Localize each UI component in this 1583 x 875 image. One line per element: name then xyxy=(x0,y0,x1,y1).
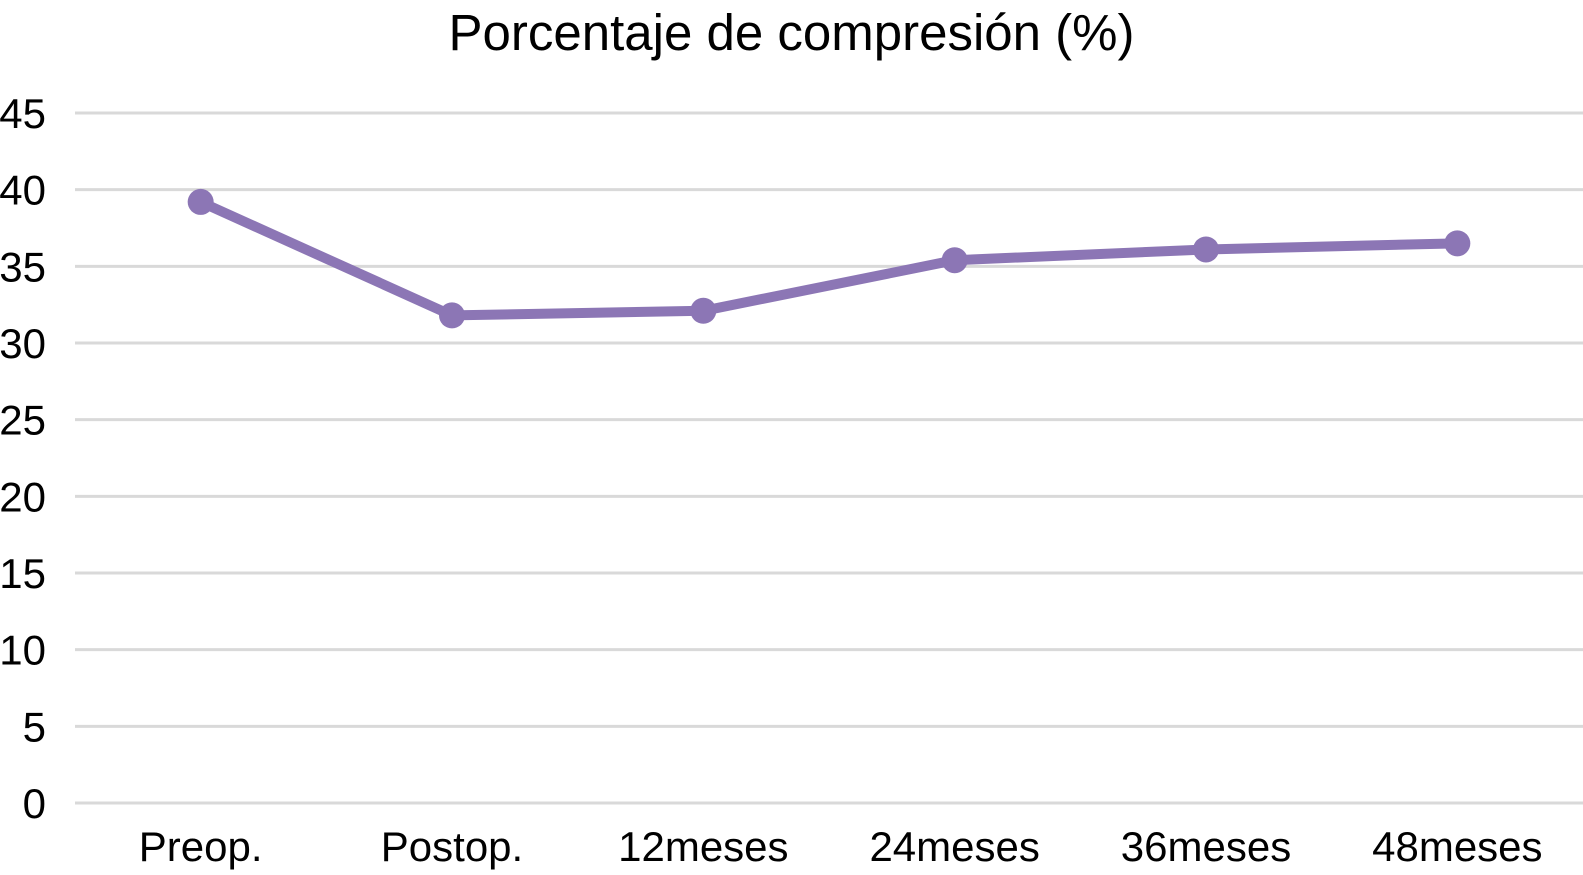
chart-title: Porcentaje de compresión (%) xyxy=(448,4,1135,61)
x-axis-category-label: 12meses xyxy=(618,823,788,870)
y-axis-tick-label: 5 xyxy=(23,703,46,750)
data-point xyxy=(1193,236,1219,263)
x-axis-category-label: 36meses xyxy=(1121,823,1291,870)
data-point xyxy=(439,302,465,329)
x-axis-category-label: 48meses xyxy=(1372,823,1542,870)
y-axis-tick-label: 25 xyxy=(0,397,46,444)
y-axis-tick-label: 45 xyxy=(0,90,46,137)
y-axis-tick-label: 10 xyxy=(0,627,46,674)
data-point xyxy=(187,188,214,215)
data-point xyxy=(941,247,968,274)
y-axis-tick-label: 15 xyxy=(0,550,46,597)
y-axis-tick-label: 40 xyxy=(0,167,46,214)
y-axis-tick-label: 0 xyxy=(23,780,46,827)
data-point xyxy=(690,297,717,324)
y-axis-tick-label: 20 xyxy=(0,473,46,520)
y-axis-tick-label: 30 xyxy=(0,320,46,367)
y-axis-tick-label: 35 xyxy=(0,243,46,290)
x-axis-category-label: Postop. xyxy=(381,823,523,870)
x-axis-category-label: Preop. xyxy=(139,823,263,870)
data-point xyxy=(1444,230,1471,257)
series-line xyxy=(195,196,1463,321)
x-axis-category-label: 24meses xyxy=(869,823,1039,870)
